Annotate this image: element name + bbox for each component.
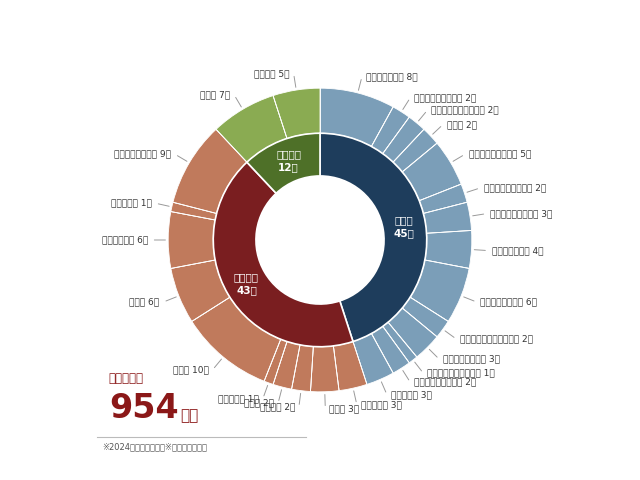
Text: 不動産業 2％: 不動産業 2％ (260, 403, 295, 411)
Text: 情報通信業 3％: 情報通信業 3％ (360, 400, 401, 409)
Wedge shape (216, 96, 287, 162)
Text: 医療業 7％: 医療業 7％ (200, 91, 230, 99)
Wedge shape (273, 342, 300, 389)
Text: 金属製品製造業 4％: 金属製品製造業 4％ (492, 246, 543, 255)
Text: その他サービス業 9％: その他サービス業 9％ (114, 150, 172, 159)
Text: 導入法人数: 導入法人数 (109, 372, 144, 384)
Text: 建設・工事業 6％: 建設・工事業 6％ (102, 236, 148, 244)
Text: 954: 954 (109, 392, 179, 425)
Wedge shape (383, 117, 424, 162)
Wedge shape (425, 230, 472, 268)
Text: 食料品関連製造 8％: 食料品関連製造 8％ (365, 72, 417, 82)
Wedge shape (383, 322, 417, 363)
Wedge shape (310, 346, 339, 392)
Wedge shape (419, 184, 467, 214)
Text: 製造業
45％: 製造業 45％ (394, 215, 415, 238)
Text: 印刷業 2％: 印刷業 2％ (447, 120, 477, 129)
Wedge shape (393, 129, 437, 172)
Wedge shape (410, 260, 469, 321)
Text: 法人: 法人 (180, 408, 198, 423)
Wedge shape (320, 88, 393, 146)
Text: 教育・学校 1％: 教育・学校 1％ (111, 199, 152, 208)
Text: 電機機械器具製造 3％: 電機機械器具製造 3％ (443, 355, 500, 363)
Wedge shape (388, 308, 437, 357)
Text: 情報通信機械器具製造 1％: 情報通信機械器具製造 1％ (427, 369, 495, 378)
Wedge shape (403, 297, 448, 337)
Wedge shape (333, 342, 367, 391)
Text: 介護事業 5％: 介護事業 5％ (254, 69, 290, 78)
Wedge shape (371, 326, 409, 373)
Wedge shape (171, 260, 230, 321)
Wedge shape (173, 129, 247, 214)
Wedge shape (403, 143, 461, 201)
Wedge shape (424, 202, 472, 233)
Text: 窯業・土石製品製造 2％: 窯業・土石製品製造 2％ (484, 183, 546, 192)
Text: 非製造業
43％: 非製造業 43％ (234, 272, 259, 295)
Wedge shape (247, 133, 320, 193)
Wedge shape (371, 107, 409, 154)
Wedge shape (192, 297, 281, 381)
Text: ※2024年６月末現在　※海外の法人含む: ※2024年６月末現在 ※海外の法人含む (102, 442, 207, 451)
Text: 卸売業 10％: 卸売業 10％ (173, 365, 209, 374)
Wedge shape (168, 212, 215, 268)
Text: 小売業 6％: 小売業 6％ (129, 298, 159, 307)
Text: その他製造 3％: その他製造 3％ (390, 390, 431, 399)
Wedge shape (273, 88, 320, 138)
Text: 飲食業 2％: 飲食業 2％ (244, 398, 275, 408)
Wedge shape (292, 345, 314, 392)
Text: 衣服・繊維関連製造 2％: 衣服・繊維関連製造 2％ (414, 93, 476, 102)
Text: 電子部品・デバイス製造 2％: 電子部品・デバイス製造 2％ (460, 335, 533, 344)
Text: パルプ・紙・木材関連 2％: パルプ・紙・木材関連 2％ (431, 106, 499, 115)
Text: 医療介護
12％: 医療介護 12％ (276, 149, 301, 172)
Wedge shape (320, 133, 427, 342)
Wedge shape (171, 202, 216, 220)
Wedge shape (213, 162, 353, 347)
Text: 運輸業 3％: 運輸業 3％ (329, 404, 359, 413)
Text: 輸送用機械器具製造 2％: 輸送用機械器具製造 2％ (414, 378, 476, 387)
Text: 冠婚葬祭業 1％: 冠婚葬祭業 1％ (218, 394, 259, 403)
Text: 一般機械器具製造 6％: 一般機械器具製造 6％ (481, 298, 538, 307)
Wedge shape (264, 339, 287, 384)
Text: 鉄鋼・非鉄金属製造 3％: 鉄鋼・非鉄金属製造 3％ (490, 209, 552, 218)
Wedge shape (353, 334, 393, 384)
Text: 化学工業・ゴム製品 5％: 化学工業・ゴム製品 5％ (468, 150, 531, 159)
